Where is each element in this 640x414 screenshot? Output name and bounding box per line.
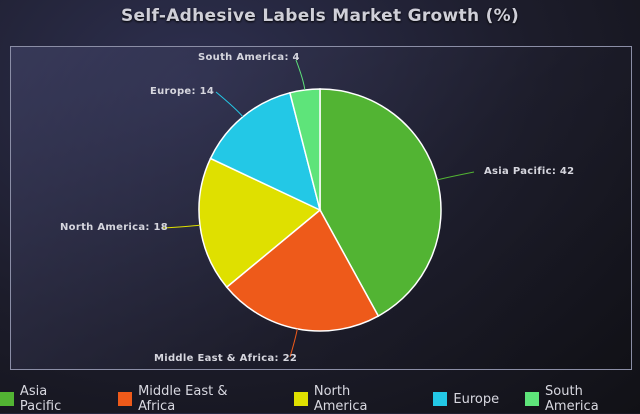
pie-slice-europe[interactable] bbox=[209, 91, 322, 212]
legend-item[interactable]: Asia Pacific bbox=[0, 384, 92, 414]
legend-label: Asia Pacific bbox=[19, 384, 62, 414]
legend-item[interactable]: South America bbox=[525, 384, 640, 414]
pie-slice-asia-pacific[interactable] bbox=[319, 88, 442, 318]
legend-label: Europe bbox=[453, 391, 500, 407]
connector-line bbox=[437, 171, 475, 181]
pie-slice-middle-east-africa[interactable] bbox=[225, 208, 380, 332]
pie-slice-south-america[interactable] bbox=[288, 88, 321, 211]
slice-data-label: South America: 4 bbox=[198, 52, 300, 63]
legend-item[interactable]: Europe bbox=[433, 392, 499, 407]
chart-title: Self-Adhesive Labels Market Growth (%) bbox=[120, 6, 520, 26]
legend-label: Middle East & Africa bbox=[138, 384, 228, 414]
slice-data-label: Middle East & Africa: 22 bbox=[154, 353, 297, 364]
connector-line bbox=[289, 328, 298, 358]
connector-line bbox=[295, 59, 306, 91]
legend-item[interactable]: North America bbox=[293, 384, 407, 414]
slice-data-label: Asia Pacific: 42 bbox=[484, 166, 574, 177]
legend-swatch bbox=[0, 392, 14, 406]
slice-data-label: Europe: 14 bbox=[150, 86, 214, 97]
legend-swatch bbox=[293, 392, 308, 406]
legend-label: South America bbox=[545, 384, 599, 414]
legend-swatch bbox=[525, 392, 540, 406]
slice-data-label: North America: 18 bbox=[60, 222, 168, 233]
pie-slice-north-america[interactable] bbox=[198, 157, 322, 289]
legend: Asia Pacific Middle East & Africa North Am… bbox=[0, 384, 640, 414]
legend-label: North America bbox=[313, 384, 368, 414]
connector-line bbox=[215, 91, 244, 118]
legend-swatch bbox=[118, 392, 133, 406]
legend-swatch bbox=[433, 392, 448, 406]
legend-item[interactable]: Middle East & Africa bbox=[118, 384, 268, 414]
connector-line bbox=[162, 224, 201, 229]
